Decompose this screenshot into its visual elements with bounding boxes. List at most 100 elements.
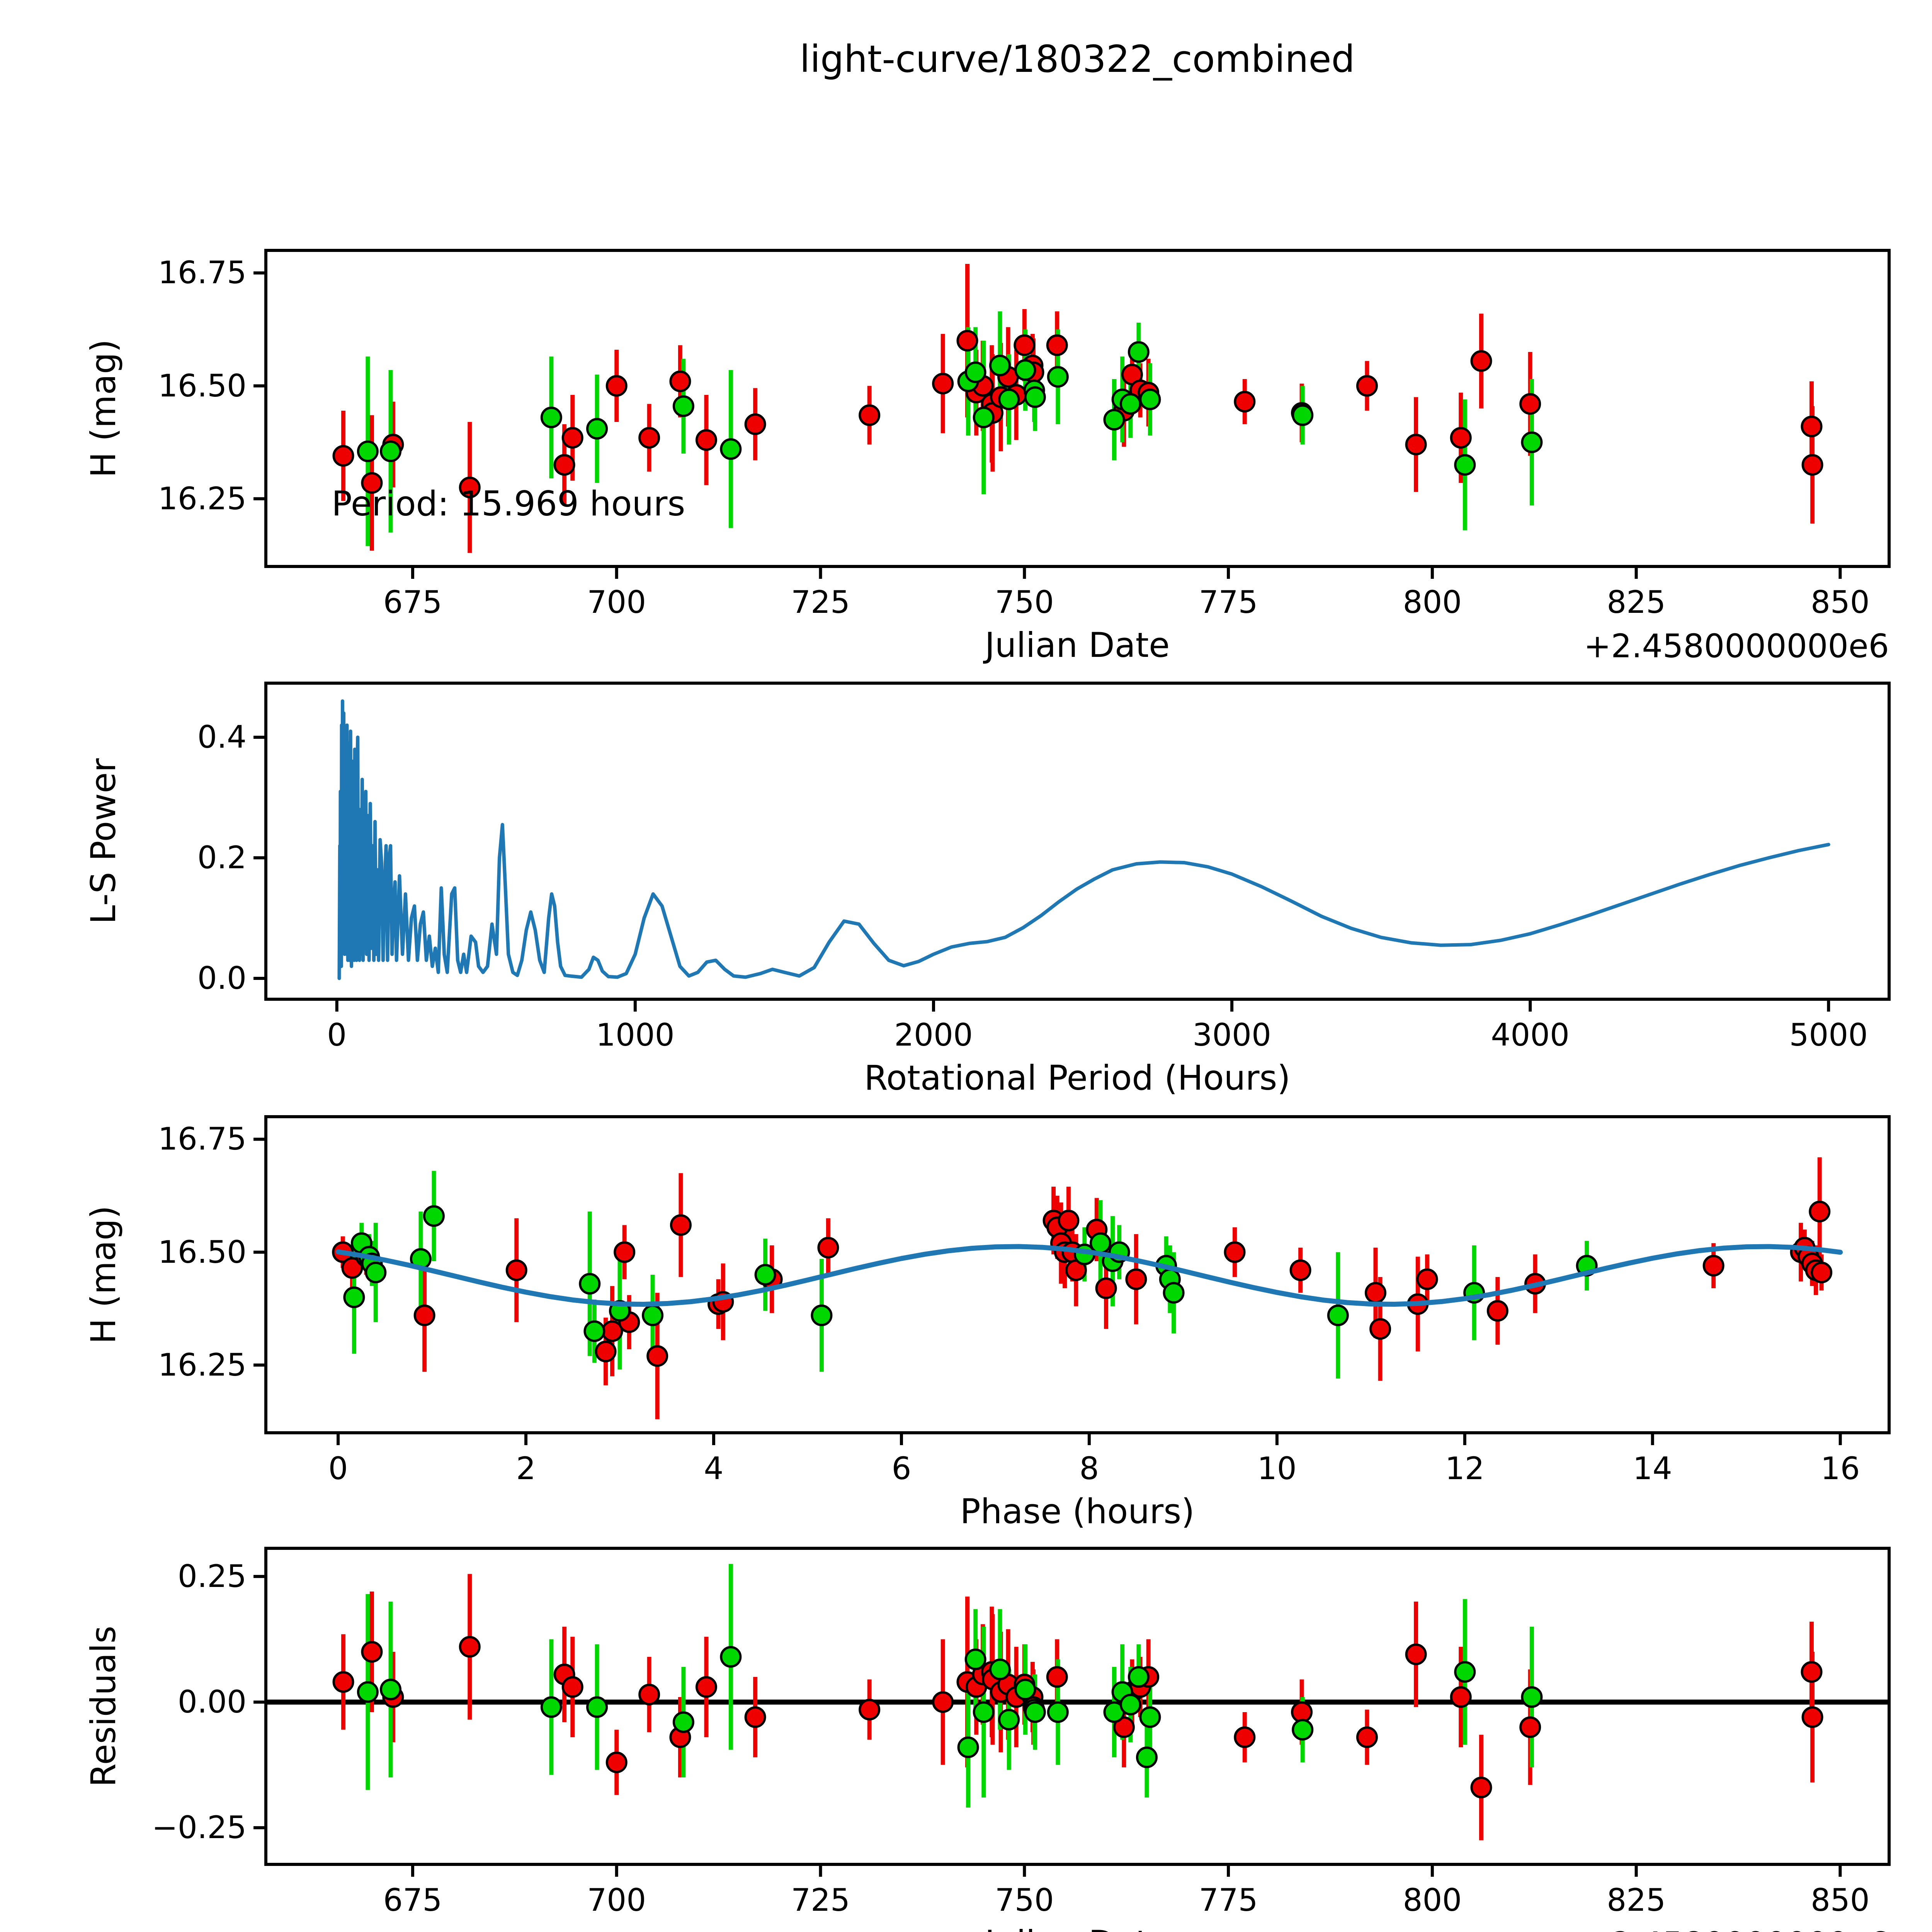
data-point-red (1364, 1282, 1386, 1304)
data-point-green (1128, 1666, 1150, 1688)
data-point-red (1450, 1686, 1472, 1708)
phase-x-tick-label: 16 (1820, 1451, 1860, 1486)
data-point-red (670, 1214, 692, 1236)
lightcurve-x-tick-label: 725 (791, 584, 850, 620)
periodogram-y-axis-label: L-S Power (83, 758, 123, 924)
data-point-red (1356, 375, 1378, 397)
data-point-green (379, 1679, 401, 1701)
figure-title: light-curve/180322_combined (799, 37, 1355, 81)
data-point-red (561, 1676, 583, 1698)
data-point-green (540, 406, 562, 429)
residuals-x-tick-label: 800 (1403, 1882, 1462, 1918)
data-point-green (720, 1646, 742, 1668)
periodogram-x-tick-label: 0 (327, 1017, 347, 1053)
lightcurve-y-axis-label: H (mag) (83, 339, 123, 478)
periodogram-y-tick-label: 0.0 (197, 960, 247, 997)
lightcurve-x-tick-label: 750 (995, 584, 1054, 620)
residuals-x-offset-text: +2.4580000000e6 (1425, 1925, 1889, 1932)
lightcurve-y-tick-label: 16.25 (158, 480, 247, 517)
data-point-red (1486, 1300, 1509, 1322)
lightcurve-x-offset-text: +2.4580000000e6 (1583, 627, 1889, 665)
data-point-green (672, 395, 694, 417)
data-point-green (540, 1696, 562, 1718)
data-point-green (973, 1701, 995, 1723)
phase-x-tick-label: 6 (891, 1451, 912, 1486)
data-point-green (1139, 1706, 1161, 1728)
data-point-red (744, 1706, 766, 1728)
lightcurve-x-tick-label: 825 (1607, 584, 1666, 620)
data-point-green (1454, 1661, 1476, 1683)
data-point-green (998, 388, 1020, 410)
data-point-green (1521, 431, 1543, 453)
data-point-green (720, 438, 742, 460)
residuals-x-tick-label: 700 (587, 1882, 646, 1918)
data-point-red (646, 1345, 668, 1367)
data-point-red (817, 1236, 839, 1259)
data-point-red (1405, 434, 1427, 456)
data-point-red (695, 429, 717, 451)
phase-x-tick-label: 10 (1257, 1451, 1297, 1486)
phase-x-tick-label: 14 (1633, 1451, 1672, 1486)
data-point-green (1292, 404, 1314, 426)
data-point-red (638, 1684, 660, 1706)
periodogram-x-axis-label: Rotational Period (Hours) (864, 1058, 1291, 1098)
data-point-green (1163, 1282, 1185, 1304)
data-point-red (1519, 393, 1541, 415)
periodogram-x-tick-label: 1000 (596, 1017, 675, 1053)
residuals-x-axis-label: Julian Date (652, 1924, 1502, 1932)
data-point-red (1046, 334, 1068, 356)
data-point-green (1521, 1686, 1543, 1708)
lightcurve-x-tick-label: 850 (1810, 584, 1870, 620)
axes-spine (264, 1115, 1891, 1434)
data-point-red (1095, 1277, 1117, 1299)
data-point-red (1113, 1716, 1135, 1738)
data-point-red (605, 375, 628, 397)
lightcurve-x-tick-label: 700 (587, 584, 646, 620)
data-point-red (1014, 334, 1036, 356)
data-point-green (998, 1709, 1020, 1731)
data-point-red (553, 454, 575, 476)
data-point-red (1801, 1661, 1823, 1683)
data-point-red (332, 1671, 354, 1693)
data-point-red (1470, 350, 1492, 372)
lightcurve-x-axis-label: Julian Date (985, 625, 1170, 665)
data-point-red (956, 330, 978, 352)
data-point-green (357, 440, 379, 463)
data-point-green (583, 1320, 605, 1342)
period-annotation: Period: 15.969 hours (332, 484, 685, 524)
data-point-red (1801, 415, 1823, 437)
fit-curve (335, 1244, 1843, 1307)
data-point-red (1702, 1255, 1725, 1277)
data-point-red (1125, 1268, 1147, 1290)
periodogram-curve (337, 699, 1830, 980)
phase-x-tick-label: 2 (516, 1451, 536, 1486)
lightcurve-y-tick-label: 16.50 (158, 367, 247, 404)
data-point-red (1234, 1726, 1256, 1748)
data-point-green (672, 1711, 694, 1733)
data-point-green (964, 361, 986, 383)
phase-y-tick-label: 16.25 (158, 1347, 247, 1383)
data-point-red (1291, 1701, 1313, 1723)
data-point-red (459, 476, 481, 498)
data-point-red (1405, 1643, 1427, 1665)
data-point-red (859, 1699, 881, 1721)
data-point-green (579, 1273, 601, 1295)
data-point-red (341, 1257, 363, 1279)
data-point-green (1024, 1701, 1046, 1723)
residuals-x-tick-label: 775 (1199, 1882, 1258, 1918)
periodogram-x-tick-label: 4000 (1491, 1017, 1570, 1053)
data-point-red (505, 1259, 527, 1281)
data-point-red (561, 427, 583, 449)
phase-x-tick-label: 0 (328, 1451, 348, 1486)
data-point-green (1014, 1679, 1036, 1701)
data-point-green (586, 1696, 608, 1718)
data-point-red (459, 1636, 481, 1658)
phase-x-tick-label: 8 (1079, 1451, 1099, 1486)
data-point-green (973, 406, 995, 429)
data-point-red (932, 372, 954, 395)
data-point-red (332, 445, 354, 467)
periodogram-x-tick-label: 5000 (1789, 1017, 1868, 1053)
data-point-green (964, 1648, 986, 1670)
